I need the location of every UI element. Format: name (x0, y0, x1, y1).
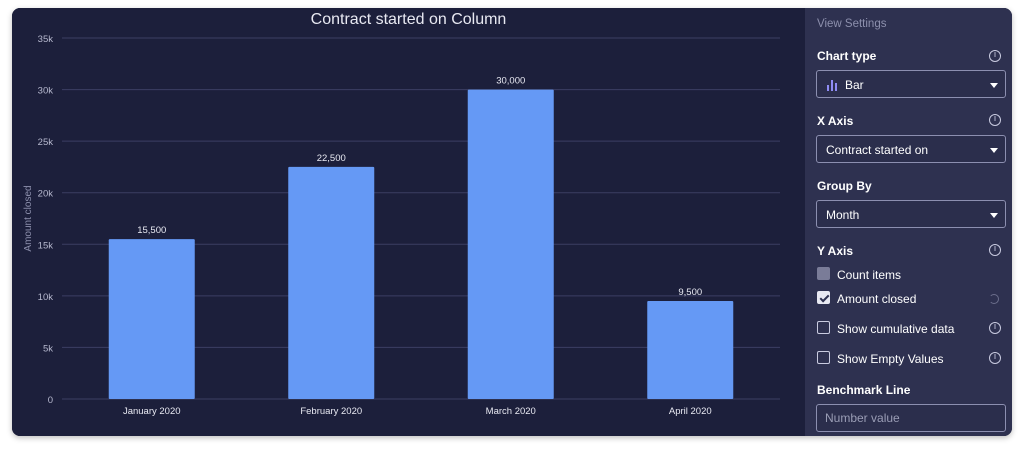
group-by-select[interactable]: Month (816, 200, 1006, 228)
y-tick-label: 0 (48, 395, 53, 406)
bar (288, 166, 375, 399)
y-axis-title: Amount closed (23, 185, 34, 251)
data-label: 30,000 (496, 76, 525, 87)
info-icon[interactable]: i (989, 322, 1001, 334)
show-empty-checkbox[interactable] (817, 351, 830, 364)
x-tick-label: April 2020 (669, 406, 712, 417)
chart-type-value: Bar (845, 78, 864, 92)
view-settings-panel: View Settings Chart type i Bar X Axis i … (805, 8, 1012, 436)
y-axis-label: Y Axis (817, 244, 854, 258)
benchmark-input[interactable] (816, 404, 1006, 432)
x-axis-value: Contract started on (826, 143, 929, 157)
x-axis-select[interactable]: Contract started on (816, 135, 1006, 163)
amount-closed-checkbox[interactable] (817, 291, 830, 304)
y-tick-label: 35k (38, 34, 54, 45)
group-by-value: Month (826, 208, 860, 222)
chart-area: 0 5k 10k 15k 20k 25k 30k 35k Amount closed 15,500… (12, 8, 805, 436)
y-tick-label: 15k (38, 240, 54, 251)
info-icon[interactable]: i (989, 352, 1001, 364)
x-axis-label: X Axis (817, 114, 854, 128)
data-label: 9,500 (678, 287, 702, 298)
bar (467, 89, 554, 400)
data-label: 15,500 (137, 225, 166, 236)
data-label: 22,500 (317, 153, 346, 164)
chart-view-frame: 0 5k 10k 15k 20k 25k 30k 35k Amount closed 15,500… (12, 8, 1012, 436)
x-tick-label: January 2020 (123, 406, 181, 417)
chart-type-select[interactable]: Bar (816, 70, 1006, 98)
bar (647, 301, 734, 399)
y-tick-label: 25k (38, 137, 54, 148)
y-tick-label: 5k (43, 343, 53, 354)
bar (108, 239, 195, 399)
x-tick-label: March 2020 (486, 406, 536, 417)
y-tick-label: 30k (38, 86, 54, 97)
info-icon[interactable]: i (989, 244, 1001, 256)
group-by-label: Group By (817, 179, 872, 193)
chart-title: Contract started on Column (310, 11, 507, 28)
show-empty-label: Show Empty Values (837, 352, 944, 366)
chevron-down-icon (990, 213, 998, 218)
info-icon[interactable]: i (989, 50, 1001, 62)
count-items-label: Count items (837, 268, 902, 282)
chevron-down-icon (990, 83, 998, 88)
bar-chart-icon (826, 79, 838, 91)
benchmark-label: Benchmark Line (817, 383, 911, 397)
show-cumulative-label: Show cumulative data (837, 322, 955, 336)
count-items-checkbox[interactable] (817, 267, 830, 280)
y-tick-label: 10k (38, 292, 54, 303)
amount-closed-label: Amount closed (837, 292, 917, 306)
chart-type-label: Chart type (817, 49, 877, 63)
bar-chart: 0 5k 10k 15k 20k 25k 30k 35k Amount closed 15,500… (23, 34, 780, 417)
y-tick-label: 20k (38, 189, 54, 200)
refresh-icon[interactable] (989, 294, 999, 304)
info-icon[interactable]: i (989, 114, 1001, 126)
show-cumulative-checkbox[interactable] (817, 321, 830, 334)
panel-header: View Settings (817, 18, 887, 30)
x-tick-label: February 2020 (300, 406, 362, 417)
chevron-down-icon (990, 148, 998, 153)
